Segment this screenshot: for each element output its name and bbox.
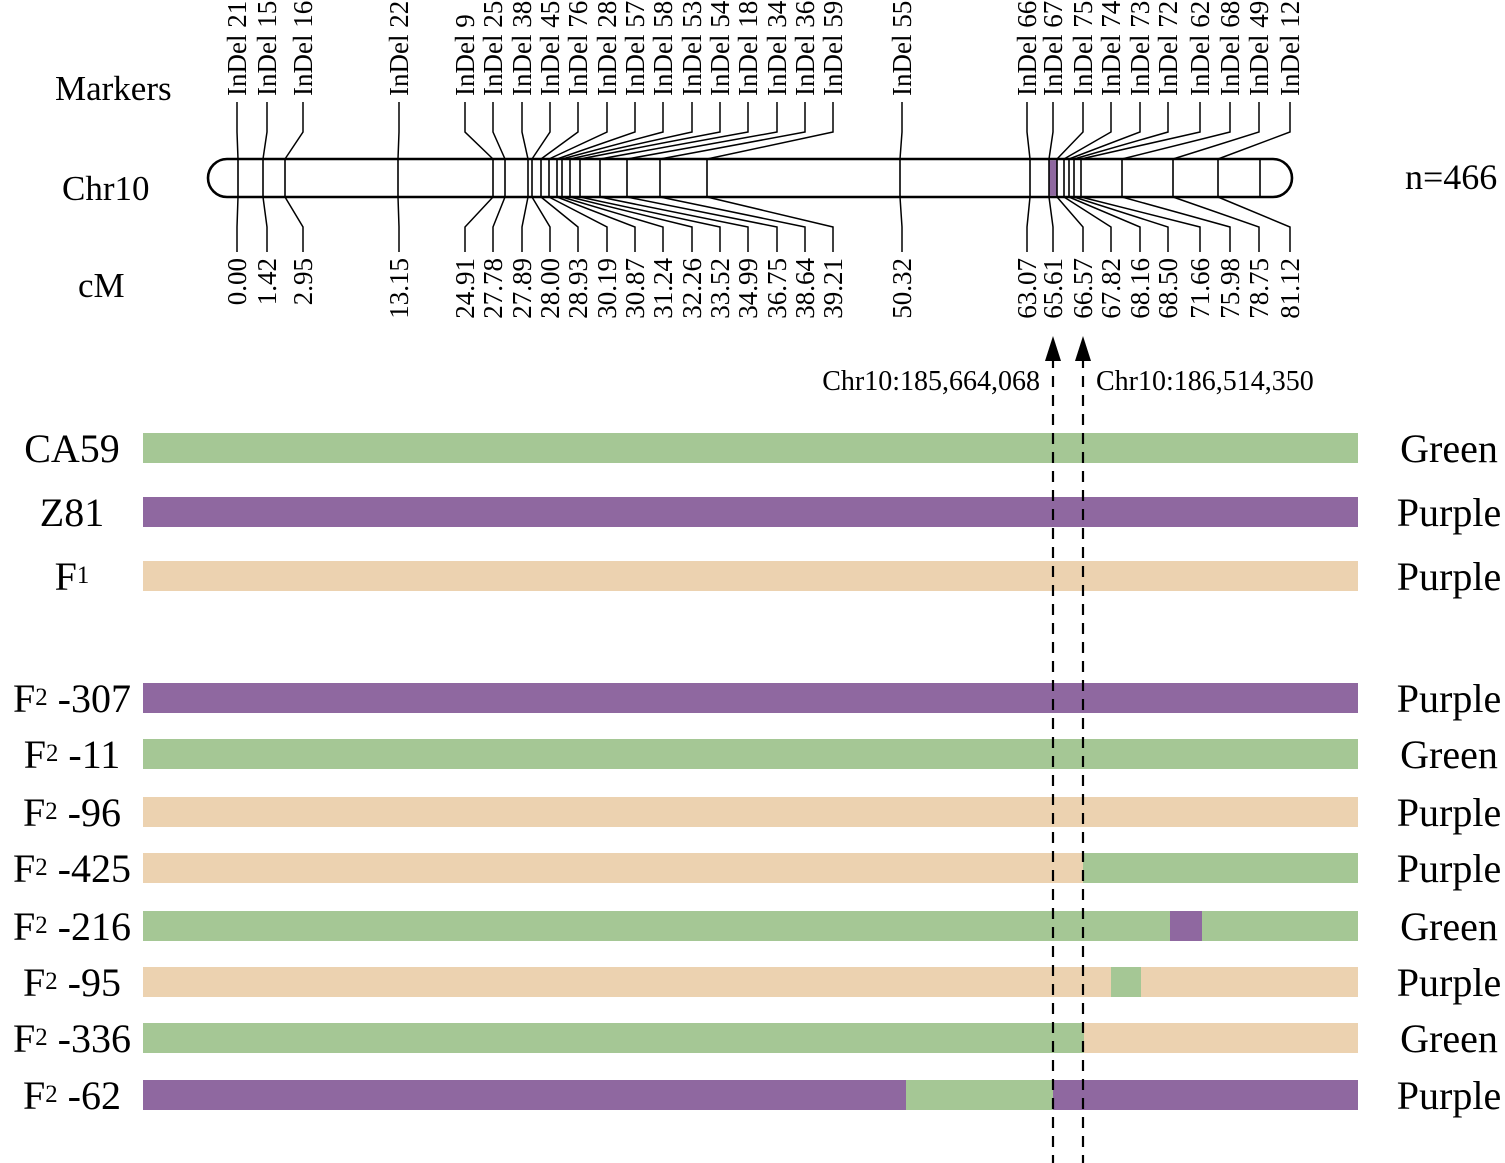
genotype-segment-green bbox=[143, 1023, 1084, 1053]
genotype-segment-green bbox=[143, 911, 1170, 941]
genotype-segment-purple bbox=[143, 683, 1358, 713]
genotype-bar bbox=[143, 497, 1358, 527]
genotype-segment-purple bbox=[1170, 911, 1202, 941]
line-label: CA59 bbox=[24, 425, 120, 471]
genotype-segment-tan bbox=[1141, 967, 1358, 997]
phenotype-label: Purple bbox=[1396, 789, 1502, 835]
genotype-segment-green bbox=[143, 433, 1358, 463]
genotype-segment-tan bbox=[143, 561, 1358, 591]
phenotype-label: Purple bbox=[1396, 553, 1502, 599]
genotype-bar bbox=[143, 853, 1358, 883]
genotype-bar bbox=[143, 797, 1358, 827]
genotype-bar bbox=[143, 683, 1358, 713]
genotype-segment-tan bbox=[143, 797, 1358, 827]
genotype-bar bbox=[143, 1080, 1358, 1110]
phenotype-label: Purple bbox=[1396, 489, 1502, 535]
genotype-bar bbox=[143, 561, 1358, 591]
genotype-segment-green bbox=[1111, 967, 1141, 997]
genotype-segment-tan bbox=[1084, 1023, 1358, 1053]
genotype-bar bbox=[143, 911, 1358, 941]
genotype-segment-green bbox=[1083, 853, 1358, 883]
genotype-bar bbox=[143, 433, 1358, 463]
phenotype-label: Green bbox=[1400, 731, 1498, 777]
phenotype-label: Green bbox=[1400, 425, 1498, 471]
genotype-segment-green bbox=[143, 739, 1358, 769]
genotype-segment-purple bbox=[1053, 1080, 1358, 1110]
genotype-segment-purple bbox=[143, 497, 1358, 527]
genotype-segment-tan bbox=[143, 853, 1083, 883]
phenotype-label: Purple bbox=[1396, 845, 1502, 891]
phenotype-label: Purple bbox=[1396, 675, 1502, 721]
phenotype-label: Purple bbox=[1396, 959, 1502, 1005]
genotype-segment-green bbox=[906, 1080, 1053, 1110]
phenotype-label: Purple bbox=[1396, 1072, 1502, 1118]
genotype-bar bbox=[143, 967, 1358, 997]
genotype-segment-purple bbox=[143, 1080, 906, 1110]
line-label: Z81 bbox=[39, 489, 105, 535]
phenotype-label: Green bbox=[1400, 1015, 1498, 1061]
genotype-bar bbox=[143, 1023, 1358, 1053]
genotype-segment-green bbox=[1202, 911, 1358, 941]
phenotype-label: Green bbox=[1400, 903, 1498, 949]
genotype-bar bbox=[143, 739, 1358, 769]
genotype-segment-tan bbox=[143, 967, 1111, 997]
